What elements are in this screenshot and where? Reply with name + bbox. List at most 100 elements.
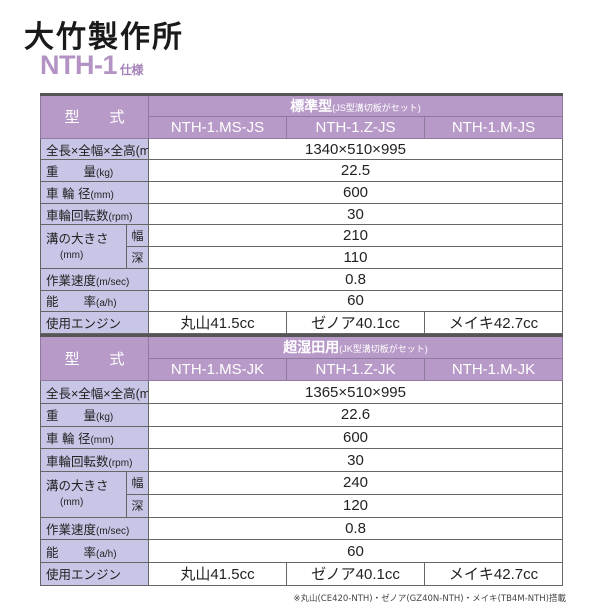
dims-label-text: 全長×全幅×全高(mm) (46, 143, 148, 158)
table-row: 作業速度(m/sec) 0.8 (39, 267, 563, 291)
company-logo: 大竹製作所 (24, 20, 184, 55)
dims-label-text: 全長×全幅×全高(mm) (46, 386, 148, 401)
rpm-value: 30 (148, 448, 563, 473)
table-row: 全長×全幅×全高(mm)1340×510×995 (39, 137, 563, 161)
model-name: NTH-1.MS-JK (148, 357, 287, 382)
efficiency-value: 60 (148, 539, 563, 563)
width-value: 210 (148, 224, 563, 248)
wheel-label-text: 車 輪 径 (46, 186, 91, 201)
speed-value: 0.8 (148, 267, 563, 291)
spec-table-2: 型 式 超湿田用(JK型溝切板がセット) NTH-1.MS-JK NTH-1.Z-… (39, 334, 564, 586)
speed-label-unit: (m/sec) (96, 525, 130, 537)
page-title: NTH-1 仕様 (40, 50, 144, 81)
table-row: 溝の大きさ (mm) 幅 240 (40, 471, 563, 518)
models-row: NTH-1.MS-JS NTH-1.Z-JS NTH-1.M-JS (41, 116, 564, 139)
engine-value: 丸山41.5cc (148, 561, 287, 586)
rpm-label-unit: (rpm) (108, 457, 133, 469)
groove-text: 溝の大きさ (46, 479, 109, 494)
weight-label-text: 重 量 (46, 165, 97, 180)
engine-label: 使用エンジン (39, 561, 150, 586)
groove-label: 溝の大きさ (mm) (40, 224, 127, 269)
speed-label: 作業速度(m/sec) (39, 267, 150, 291)
model-name: NTH-1.Z-JK (286, 357, 425, 382)
models-row: NTH-1.MS-JK NTH-1.Z-JK NTH-1.M-JK (41, 357, 564, 382)
wheel-label-unit: (mm) (90, 435, 114, 447)
model-label: 型 式 (39, 94, 150, 139)
table-row: 車輪回転数(rpm) 30 (39, 202, 563, 226)
wheel-value: 600 (148, 425, 563, 450)
footnote: ※丸山(CE420-NTH)・ゼノア(GZ40N-NTH)・メイキ(TB4M-N… (293, 594, 566, 604)
engine-value: メイキ42.7cc (423, 311, 564, 335)
group-note: (JS型溝切板がセット) (332, 103, 421, 113)
table-row: 能 率(a/h) 60 (39, 539, 563, 563)
group-name: 標準型 (290, 98, 333, 114)
depth-value: 110 (148, 246, 563, 269)
table-row: 車 輪 径(mm) 600 (39, 425, 563, 450)
speed-label-text: 作業速度 (46, 273, 97, 288)
spec-table-1: 型 式 標準型(JS型溝切板がセット) NTH-1.MS-JS NTH-1.Z-J… (39, 93, 564, 335)
engine-label: 使用エンジン (39, 311, 150, 335)
rpm-label-text: 車輪回転数 (46, 454, 109, 469)
model-name: NTH-1.MS-JS (148, 116, 287, 139)
weight-label: 重 量(kg) (39, 159, 150, 183)
engine-label-text: 使用エンジン (46, 568, 122, 583)
model-name: NTH-1.Z-JS (286, 116, 425, 139)
table-row: 使用エンジン 丸山41.5cc ゼノア40.1cc メイキ42.7cc (39, 561, 564, 586)
engine-label-text: 使用エンジン (46, 317, 122, 332)
weight-label: 重 量(kg) (39, 403, 150, 427)
table-row: 重 量(kg) 22.5 (39, 159, 563, 183)
efficiency-label-unit: (a/h) (96, 548, 117, 560)
weight-label-text: 重 量 (46, 409, 97, 424)
table-row: 作業速度(m/sec) 0.8 (39, 516, 563, 541)
model-name: NTH-1.M-JS (423, 116, 564, 139)
groove-text: 溝の大きさ (46, 231, 109, 246)
speed-value: 0.8 (148, 516, 563, 541)
group-header: 標準型(JS型溝切板がセット) (148, 94, 563, 117)
model-name: NTH-1.M-JK (423, 357, 564, 382)
dims-value: 1365×510×995 (148, 380, 563, 405)
speed-label-text: 作業速度 (46, 522, 97, 537)
title-suffix: 仕様 (120, 63, 144, 77)
wheel-label: 車 輪 径(mm) (39, 181, 150, 204)
table-row: 溝の大きさ (mm) 幅 210 (40, 224, 563, 269)
efficiency-label-unit: (a/h) (96, 298, 117, 310)
weight-value: 22.6 (148, 403, 563, 427)
table-row: 車 輪 径(mm) 600 (39, 181, 563, 204)
engine-value: 丸山41.5cc (148, 311, 287, 335)
speed-label: 作業速度(m/sec) (39, 516, 150, 541)
depth-label: 深 (125, 246, 150, 269)
width-label: 幅 (125, 471, 150, 495)
rpm-label: 車輪回転数(rpm) (39, 202, 150, 226)
group-header: 超湿田用(JK型溝切板がセット) (148, 335, 563, 359)
engine-value: ゼノア40.1cc (286, 561, 425, 586)
table-row: 能 率(a/h) 60 (39, 289, 563, 313)
engine-value: ゼノア40.1cc (286, 311, 425, 335)
table-row: 使用エンジン 丸山41.5cc ゼノア40.1cc メイキ42.7cc (39, 311, 564, 335)
efficiency-value: 60 (148, 289, 563, 313)
efficiency-label-text: 能 率 (46, 295, 97, 310)
wheel-label-unit: (mm) (90, 189, 114, 201)
dims-value: 1340×510×995 (148, 137, 563, 161)
width-label: 幅 (125, 224, 150, 248)
wheel-label-text: 車 輪 径 (46, 432, 91, 447)
group-row: 型 式 超湿田用(JK型溝切板がセット) (39, 334, 563, 382)
rpm-label-text: 車輪回転数 (46, 208, 109, 223)
width-value: 240 (148, 471, 563, 495)
model-title: NTH-1 (40, 50, 118, 80)
speed-label-unit: (m/sec) (96, 276, 130, 288)
groove-unit: (mm) (60, 249, 84, 261)
group-name: 超湿田用 (283, 339, 340, 356)
rpm-label: 車輪回転数(rpm) (39, 448, 150, 473)
efficiency-label-text: 能 率 (46, 545, 97, 560)
group-note: (JK型溝切板がセット) (339, 344, 428, 355)
group-row: 型 式 標準型(JS型溝切板がセット) (39, 94, 563, 139)
efficiency-label: 能 率(a/h) (39, 539, 150, 563)
groove-unit: (mm) (60, 497, 84, 509)
wheel-value: 600 (148, 181, 563, 204)
model-label: 型 式 (39, 334, 150, 382)
groove-label: 溝の大きさ (mm) (40, 471, 127, 518)
wheel-label: 車 輪 径(mm) (39, 425, 150, 450)
engine-value: メイキ42.7cc (423, 561, 564, 586)
rpm-value: 30 (148, 202, 563, 226)
table-row: 車輪回転数(rpm) 30 (39, 448, 563, 473)
